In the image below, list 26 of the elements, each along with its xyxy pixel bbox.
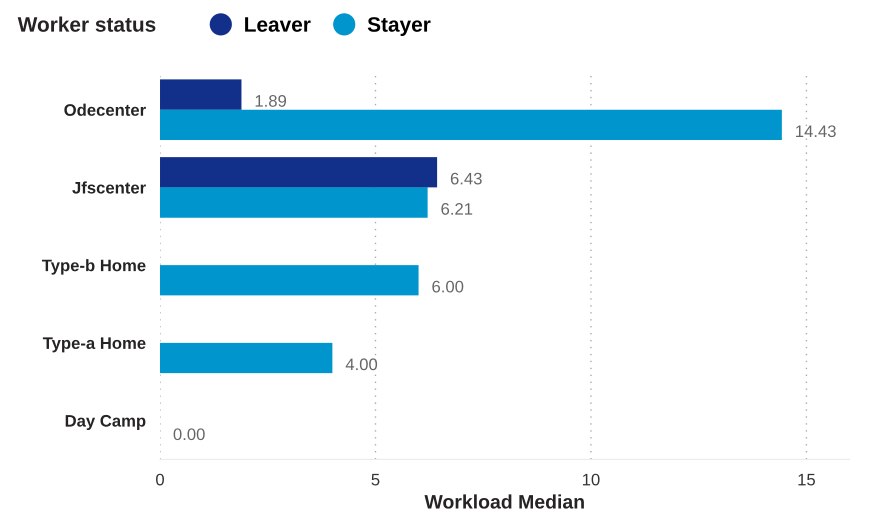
- bar: [160, 110, 782, 140]
- y-tick-label: Odecenter: [64, 104, 146, 116]
- data-label: 6.21: [441, 203, 472, 215]
- data-label: 6.43: [450, 172, 482, 185]
- x-tick-label: 0: [156, 474, 164, 486]
- legend-title: Worker status: [18, 16, 156, 32]
- x-tick-label: 10: [582, 474, 600, 486]
- legend-label: Stayer: [368, 17, 431, 36]
- x-axis-title: Workload Median: [424, 494, 584, 509]
- bar: [160, 342, 332, 374]
- data-label: 0.00: [174, 428, 205, 440]
- data-label: 4.00: [346, 358, 378, 370]
- bar: [160, 157, 438, 188]
- y-tick-label: Day Camp: [66, 414, 146, 430]
- y-tick-label: Type-a Home: [42, 337, 146, 352]
- y-tick-label: Type-b Home: [42, 259, 146, 275]
- bar: [160, 79, 242, 110]
- data-label: 6.00: [432, 280, 464, 293]
- data-label: 1.89: [256, 95, 286, 107]
- bar: [160, 187, 428, 218]
- y-tick-label: Jfscenter: [72, 181, 146, 194]
- data-label: 14.43: [796, 125, 836, 138]
- x-tick-label: 15: [798, 474, 815, 486]
- legend-label: Leaver: [245, 17, 311, 32]
- bar: [160, 265, 419, 296]
- x-tick-label: 5: [372, 474, 380, 486]
